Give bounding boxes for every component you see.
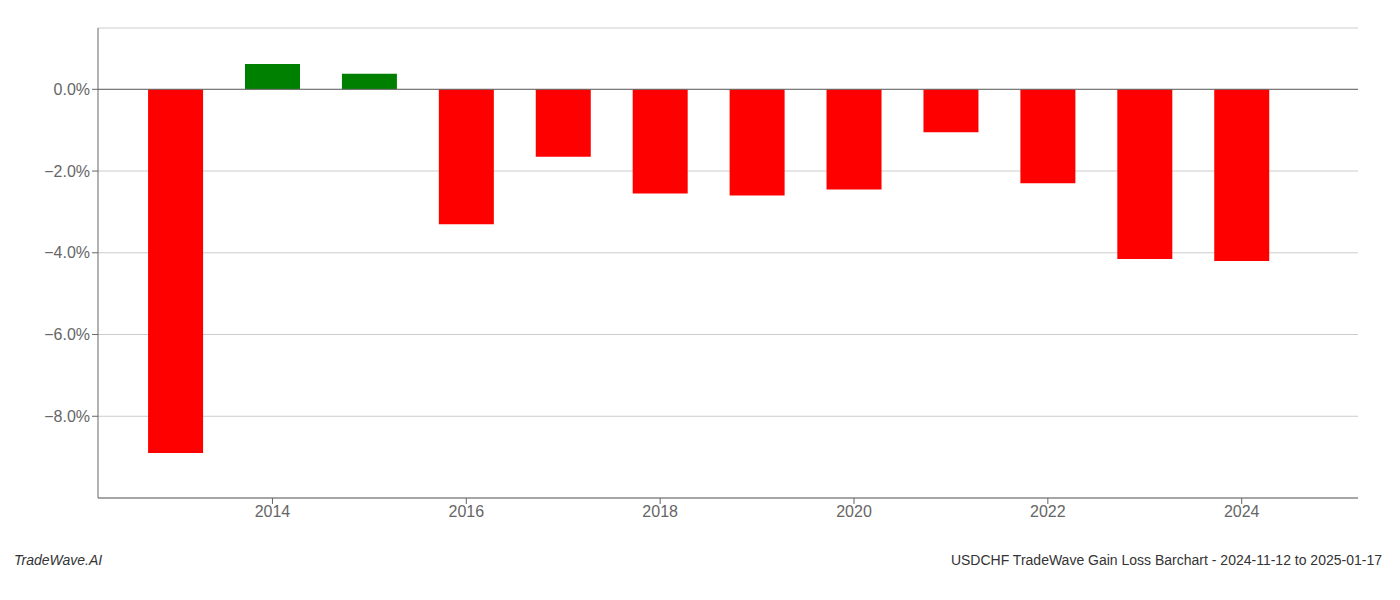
svg-text:2018: 2018: [642, 503, 678, 520]
svg-text:−6.0%: −6.0%: [44, 326, 90, 343]
html-text:USDCHF TradeWave Gain Loss Bar: USDCHF TradeWave Gain Loss Barchart - 20…: [950, 552, 1382, 568]
svg-text:2016: 2016: [449, 503, 485, 520]
html-text:TradeWave.AI: TradeWave.AI: [14, 552, 103, 568]
svg-text:2022: 2022: [1030, 503, 1066, 520]
svg-text:2014: 2014: [255, 503, 291, 520]
svg-text:−8.0%: −8.0%: [44, 408, 90, 425]
svg-text:−4.0%: −4.0%: [44, 244, 90, 261]
svg-text:2020: 2020: [836, 503, 872, 520]
svg-text:2024: 2024: [1224, 503, 1260, 520]
svg-text:0.0%: 0.0%: [54, 81, 90, 98]
svg-text:−2.0%: −2.0%: [44, 163, 90, 180]
